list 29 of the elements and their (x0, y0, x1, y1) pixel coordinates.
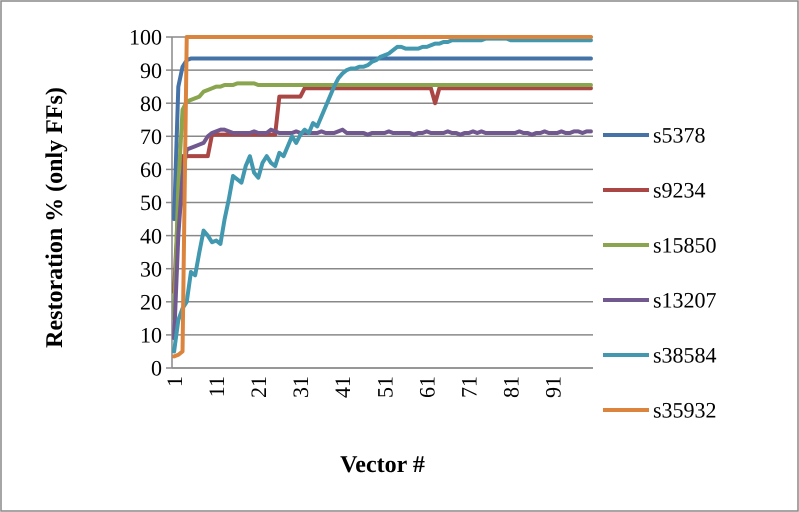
y-tick-label: 100 (129, 24, 162, 50)
x-axis-title: Vector # (340, 452, 425, 478)
legend-label: s15850 (653, 232, 717, 258)
legend-label: s13207 (653, 288, 717, 313)
y-tick-label: 80 (140, 90, 162, 116)
y-tick-label: 90 (140, 58, 162, 83)
legend-label: s35932 (653, 398, 717, 423)
x-tick-label: 41 (330, 376, 356, 398)
x-tick-label: 61 (414, 376, 440, 398)
x-tick-label: 71 (456, 376, 482, 398)
x-tick-label: 81 (498, 376, 524, 398)
y-tick-label: 0 (151, 356, 162, 381)
x-tick-label: 31 (288, 376, 314, 398)
y-tick-label: 30 (140, 256, 162, 282)
y-tick-label: 10 (140, 322, 162, 348)
x-tick-label: 21 (246, 376, 272, 398)
y-tick-label: 50 (140, 190, 162, 216)
legend-label: s9234 (653, 178, 706, 203)
y-tick-label: 60 (140, 157, 162, 182)
x-tick-label: 1 (162, 376, 187, 387)
x-tick-label: 51 (372, 376, 398, 398)
legend-label: s38584 (653, 342, 717, 368)
y-tick-label: 40 (140, 223, 162, 248)
x-tick-label: 11 (204, 376, 229, 398)
y-axis-title: Restoration % (only FFs) (42, 87, 68, 348)
x-tick-label: 91 (540, 376, 566, 398)
legend-label: s5378 (653, 122, 706, 148)
y-tick-label: 70 (140, 124, 162, 149)
y-tick-label: 20 (140, 290, 162, 314)
